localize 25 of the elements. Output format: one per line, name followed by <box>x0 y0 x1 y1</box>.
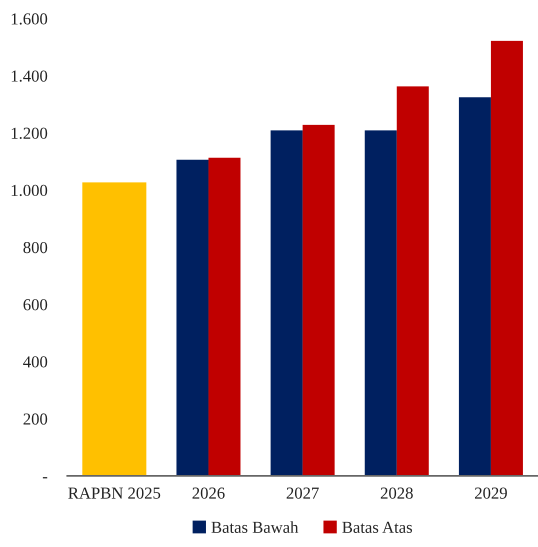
y-tick-label: 400 <box>23 356 48 368</box>
bar <box>396 86 429 476</box>
x-tick-label: 2026 <box>192 487 225 499</box>
x-tick-label: 2027 <box>286 487 319 499</box>
bar <box>458 97 491 476</box>
legend-label: Batas Bawah <box>211 521 298 533</box>
y-tick-label: 1.200 <box>12 128 48 139</box>
bar <box>302 124 335 476</box>
bar <box>176 160 208 476</box>
x-tick-label: 2029 <box>474 487 507 499</box>
y-tick-label: 600 <box>24 299 48 310</box>
bar <box>208 158 240 476</box>
legend-label: Batas Atas <box>342 522 412 533</box>
y-tick-label: 1.600 <box>12 13 48 25</box>
bar <box>490 40 523 476</box>
y-tick-label: 1.400 <box>12 70 48 82</box>
bar <box>270 130 303 476</box>
bar <box>82 182 146 476</box>
y-tick-label: 1.000 <box>12 184 48 196</box>
y-tick-label: - <box>42 477 48 478</box>
y-tick-label: 200 <box>24 413 48 425</box>
bar <box>364 130 397 476</box>
x-tick-label: 2028 <box>380 487 413 499</box>
x-tick-label: RAPBN 2025 <box>68 487 160 499</box>
y-tick-label: 800 <box>23 242 48 254</box>
